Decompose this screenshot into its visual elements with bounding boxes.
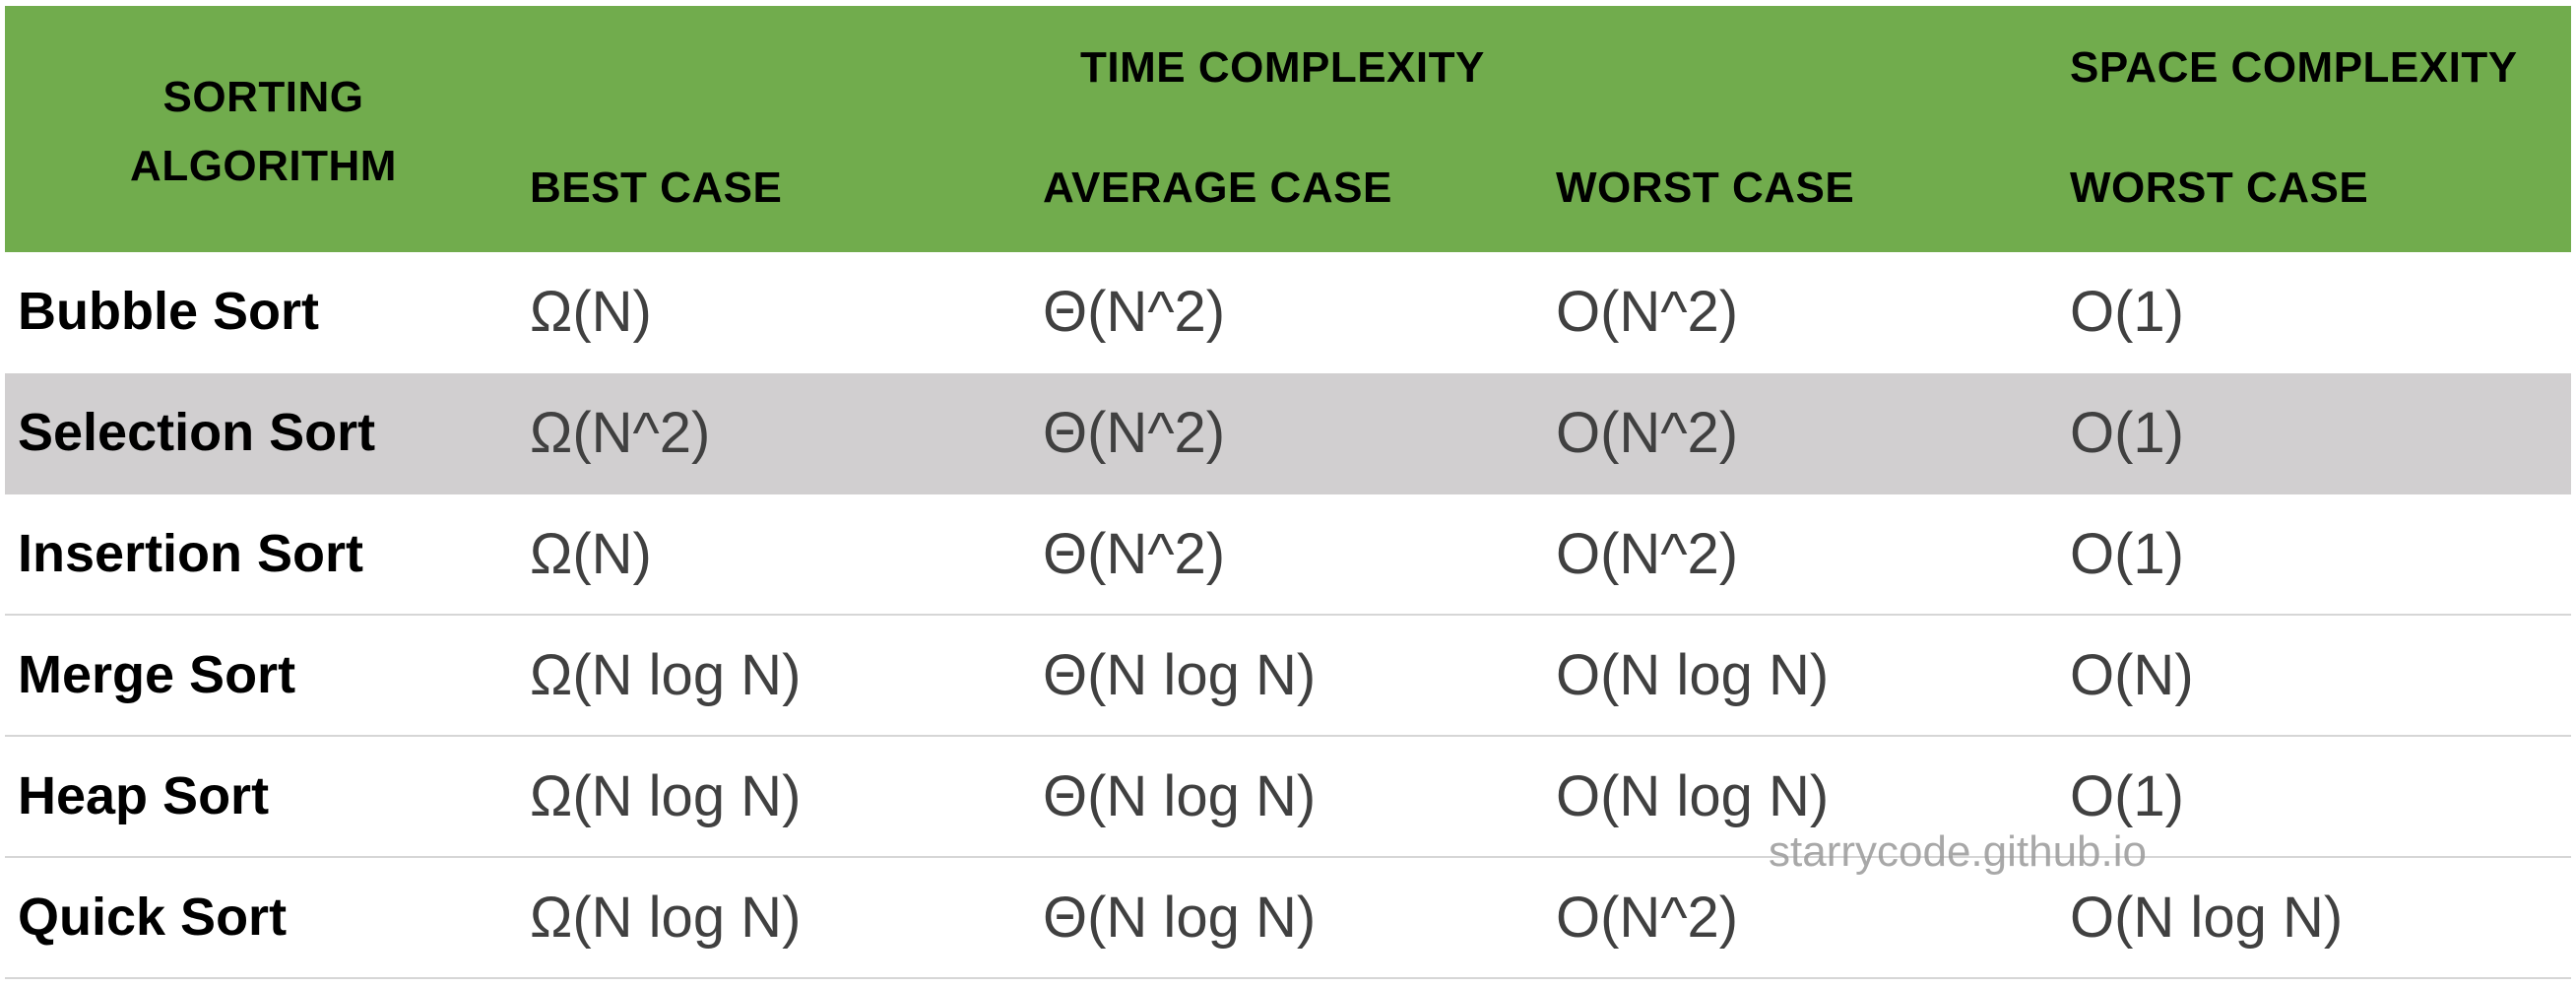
watermark: starrycode.github.io	[1769, 827, 2147, 876]
header-best-case: BEST CASE	[530, 164, 783, 212]
table-row: Heap Sort Ω(N log N) Θ(N log N) O(N log …	[5, 737, 2571, 858]
worst-case-value: O(N^2)	[1556, 522, 1739, 586]
table-row: Bubble Sort Ω(N) Θ(N^2) O(N^2) O(1)	[5, 252, 2571, 373]
algorithm-name: Selection Sort	[18, 403, 376, 462]
average-case-value: Θ(N^2)	[1043, 280, 1226, 344]
table-row: Selection Sort Ω(N^2) Θ(N^2) O(N^2) O(1)	[5, 373, 2571, 494]
space-complexity-value: O(1)	[2070, 401, 2184, 465]
space-complexity-value: O(1)	[2070, 280, 2184, 344]
best-case-value: Ω(N)	[530, 280, 652, 344]
header-space-worst-case: WORST CASE	[2070, 164, 2369, 212]
space-complexity-value: O(1)	[2070, 764, 2184, 828]
average-case-value: Θ(N^2)	[1043, 401, 1226, 465]
best-case-value: Ω(N log N)	[530, 764, 802, 828]
header-time-complexity: TIME COMPLEXITY	[1080, 43, 1485, 92]
table-row: Quick Sort Ω(N log N) Θ(N log N) O(N^2) …	[5, 858, 2571, 979]
algorithm-name: Merge Sort	[18, 645, 296, 704]
average-case-value: Θ(N log N)	[1043, 886, 1317, 950]
average-case-value: Θ(N log N)	[1043, 764, 1317, 828]
best-case-value: Ω(N log N)	[530, 643, 802, 707]
best-case-value: Ω(N log N)	[530, 886, 802, 950]
algorithm-name: Insertion Sort	[18, 524, 364, 583]
worst-case-value: O(N^2)	[1556, 886, 1739, 950]
worst-case-value: O(N log N)	[1556, 643, 1830, 707]
algorithm-name: Heap Sort	[18, 766, 270, 825]
average-case-value: Θ(N^2)	[1043, 522, 1226, 586]
space-complexity-value: O(N)	[2070, 643, 2194, 707]
header-sorting-algorithm: SORTING ALGORITHM	[5, 63, 522, 201]
space-complexity-value: O(N log N)	[2070, 886, 2344, 950]
sorting-complexity-table: SORTING ALGORITHM TIME COMPLEXITY SPACE …	[5, 6, 2571, 979]
table-row: Insertion Sort Ω(N) Θ(N^2) O(N^2) O(1)	[5, 494, 2571, 616]
header-algorithm-line1: SORTING	[162, 73, 364, 121]
worst-case-value: O(N^2)	[1556, 401, 1739, 465]
average-case-value: Θ(N log N)	[1043, 643, 1317, 707]
algorithm-name: Bubble Sort	[18, 282, 319, 341]
header-worst-case: WORST CASE	[1556, 164, 1855, 212]
table-row: Merge Sort Ω(N log N) Θ(N log N) O(N log…	[5, 616, 2571, 737]
best-case-value: Ω(N^2)	[530, 401, 711, 465]
header-average-case: AVERAGE CASE	[1043, 164, 1392, 212]
best-case-value: Ω(N)	[530, 522, 652, 586]
algorithm-name: Quick Sort	[18, 888, 288, 947]
worst-case-value: O(N^2)	[1556, 280, 1739, 344]
space-complexity-value: O(1)	[2070, 522, 2184, 586]
worst-case-value: O(N log N)	[1556, 764, 1830, 828]
table-header: SORTING ALGORITHM TIME COMPLEXITY SPACE …	[5, 6, 2571, 252]
header-space-complexity: SPACE COMPLEXITY	[2070, 43, 2518, 92]
header-algorithm-line2: ALGORITHM	[130, 142, 397, 190]
